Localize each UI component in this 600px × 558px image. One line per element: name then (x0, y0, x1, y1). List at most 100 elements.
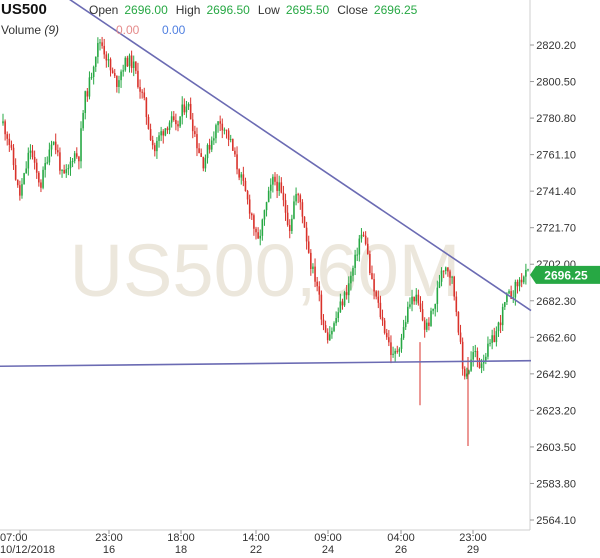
candle-body (504, 302, 506, 307)
candle-body (432, 308, 434, 311)
candle-body (421, 309, 424, 321)
candle-body (409, 304, 411, 307)
candle-body (510, 291, 512, 299)
x-tick-time: 09:00 (314, 532, 342, 544)
candle-body (428, 322, 430, 326)
candle-body (162, 131, 165, 136)
candle-body (143, 92, 146, 98)
candle-body (259, 235, 262, 239)
candle-body (116, 75, 118, 87)
candle-body (286, 212, 289, 225)
candle-body (208, 144, 211, 150)
candle-body (234, 150, 236, 155)
x-tick-date: 10/12/2018 (0, 544, 55, 556)
candle-body (200, 153, 202, 157)
y-tick-label: 2662.60 (536, 332, 576, 344)
candle-body (189, 103, 192, 120)
candle-body (213, 138, 215, 141)
candle-body (314, 266, 316, 282)
candle-body (71, 161, 74, 163)
candle-body (501, 306, 504, 326)
candle-body (4, 121, 6, 135)
low-label: Low (257, 3, 280, 17)
candle-body (170, 116, 173, 123)
y-tick-label: 2623.20 (536, 405, 576, 417)
candle-body (86, 91, 89, 97)
candle-body (480, 363, 483, 369)
chart-watermark: US500,60M (70, 229, 461, 312)
close-label: Close (337, 3, 368, 17)
candle-body (94, 56, 97, 67)
candle-body (250, 213, 253, 216)
symbol-title: US500 (1, 1, 47, 18)
candle-body (337, 312, 340, 319)
candle-body (293, 201, 295, 219)
candle-body (185, 106, 188, 113)
candle-body (400, 337, 403, 349)
candle-body (130, 55, 133, 68)
x-tick-date: 18 (175, 544, 187, 556)
candle-body (385, 332, 388, 338)
y-tick-label: 2564.10 (536, 515, 576, 527)
candle-body (411, 296, 413, 305)
candle-body (50, 144, 53, 150)
x-tick-date: 26 (395, 544, 407, 556)
y-tick-label: 2780.80 (536, 113, 576, 125)
candle-body (434, 303, 437, 309)
candle-body (371, 273, 373, 280)
candle-body (111, 70, 114, 74)
candle-body (25, 168, 27, 174)
candle-body (331, 330, 333, 335)
candle-body (326, 332, 329, 341)
candle-body (466, 373, 468, 377)
candle-body (48, 149, 51, 163)
x-tick-time: 23:00 (95, 532, 123, 544)
candle-body (246, 191, 249, 200)
candle-body (396, 350, 399, 352)
candle-body (147, 117, 150, 130)
candle-body (223, 129, 226, 131)
candle-body (132, 61, 135, 68)
candle-body (525, 270, 527, 277)
candle-body (158, 135, 160, 141)
candle-body (135, 61, 137, 71)
candle-body (291, 218, 293, 232)
candle-body (339, 301, 342, 313)
y-tick-label: 2682.30 (536, 296, 576, 308)
candle-body (470, 359, 472, 371)
candle-body (6, 134, 9, 139)
candle-body (312, 266, 314, 270)
candle-body (128, 55, 131, 67)
candle-body (124, 57, 127, 71)
candle-body (299, 195, 302, 203)
candle-body (84, 91, 87, 113)
volume-value-2: 0.00 (162, 23, 186, 37)
candle-body (522, 276, 525, 283)
candle-body (63, 169, 65, 174)
candle-body (366, 243, 369, 254)
candle-body (352, 267, 354, 276)
candle-body (21, 184, 23, 196)
candle-body (75, 153, 78, 157)
candle-body (139, 87, 141, 92)
low-value: 2695.50 (285, 3, 330, 17)
x-tick-time: 04:00 (387, 532, 415, 544)
candle-body (179, 116, 181, 127)
candle-body (105, 54, 108, 61)
high-value: 2696.50 (206, 3, 250, 17)
candle-body (476, 350, 479, 360)
candle-body (288, 224, 291, 232)
y-tick-label: 2642.90 (536, 369, 576, 381)
candle-body (194, 131, 196, 135)
candle-body (238, 169, 240, 178)
candle-body (358, 238, 361, 255)
candle-body (388, 337, 390, 343)
ohlc-readout: Open 2696.00 High 2696.50 Low 2695.50 Close 269… (89, 3, 425, 17)
candle-body (261, 219, 264, 236)
candle-body (107, 59, 110, 61)
candle-body (263, 210, 266, 220)
candle-body (487, 343, 489, 357)
candle-body (2, 121, 4, 124)
x-tick-time: 18:00 (167, 532, 195, 544)
